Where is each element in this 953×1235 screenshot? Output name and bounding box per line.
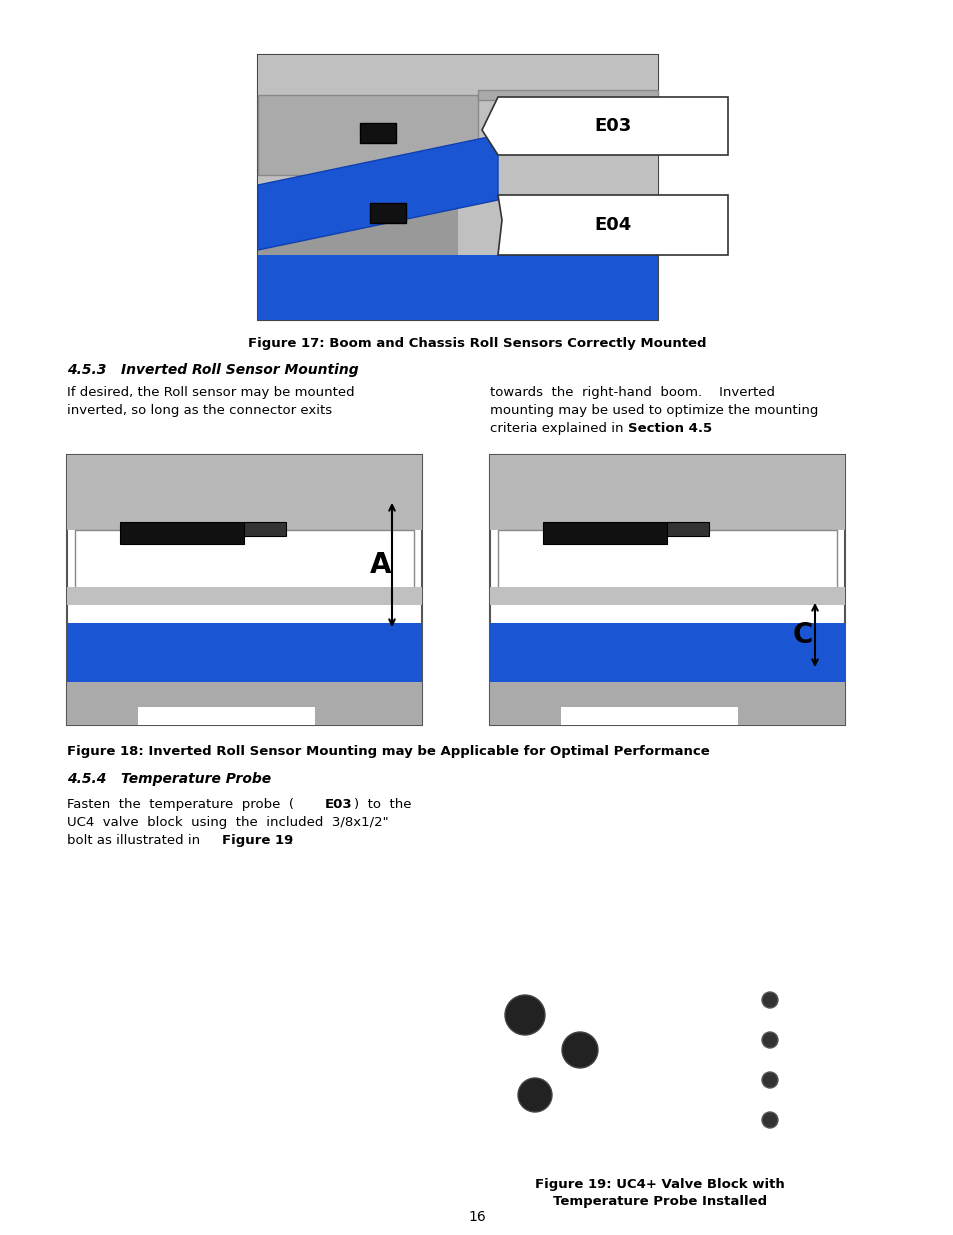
FancyBboxPatch shape [370,203,406,224]
FancyBboxPatch shape [138,706,314,725]
FancyBboxPatch shape [490,622,844,682]
Circle shape [504,995,544,1035]
FancyBboxPatch shape [560,706,738,725]
FancyBboxPatch shape [67,587,421,605]
Text: Figure 18: Inverted Roll Sensor Mounting may be Applicable for Optimal Performan: Figure 18: Inverted Roll Sensor Mounting… [67,745,709,758]
FancyBboxPatch shape [490,454,844,530]
Text: Figure 19: Figure 19 [222,834,293,847]
Text: .: . [289,834,293,847]
FancyBboxPatch shape [67,622,421,682]
FancyBboxPatch shape [490,454,844,725]
Text: UC4  valve  block  using  the  included  3/8x1/2": UC4 valve block using the included 3/8x1… [67,816,388,829]
Text: Section 4.5: Section 4.5 [627,422,711,435]
FancyBboxPatch shape [257,188,457,320]
FancyBboxPatch shape [490,800,829,1160]
FancyBboxPatch shape [67,682,421,725]
FancyBboxPatch shape [67,454,421,725]
FancyBboxPatch shape [490,587,844,605]
Text: .: . [692,422,697,435]
FancyBboxPatch shape [257,56,658,320]
Text: C: C [792,621,813,650]
FancyBboxPatch shape [477,90,658,100]
FancyBboxPatch shape [497,530,836,597]
FancyBboxPatch shape [67,454,421,530]
Text: Figure 17: Boom and Chassis Roll Sensors Correctly Mounted: Figure 17: Boom and Chassis Roll Sensors… [248,337,705,350]
Text: bolt as illustrated in: bolt as illustrated in [67,834,204,847]
Text: )  to  the: ) to the [354,798,411,811]
Text: E03: E03 [594,117,631,135]
Text: Figure 19: UC4+ Valve Block with: Figure 19: UC4+ Valve Block with [535,1178,784,1191]
Polygon shape [257,135,497,249]
Polygon shape [481,98,727,156]
Circle shape [761,1112,778,1128]
Circle shape [761,1072,778,1088]
Text: criteria explained in: criteria explained in [490,422,627,435]
Text: towards  the  right-hand  boom.    Inverted: towards the right-hand boom. Inverted [490,387,774,399]
Text: 4.5.3   Inverted Roll Sensor Mounting: 4.5.3 Inverted Roll Sensor Mounting [67,363,358,377]
FancyBboxPatch shape [75,530,414,597]
Circle shape [761,1032,778,1049]
Text: 16: 16 [468,1210,485,1224]
FancyBboxPatch shape [257,254,658,320]
FancyBboxPatch shape [359,124,395,143]
FancyBboxPatch shape [666,522,708,536]
Text: 4.5.4   Temperature Probe: 4.5.4 Temperature Probe [67,772,271,785]
FancyBboxPatch shape [257,56,658,320]
Text: E04: E04 [594,216,631,233]
Text: If desired, the Roll sensor may be mounted: If desired, the Roll sensor may be mount… [67,387,355,399]
Polygon shape [497,195,727,254]
Circle shape [561,1032,598,1068]
Text: Temperature Probe Installed: Temperature Probe Installed [553,1195,766,1208]
FancyBboxPatch shape [244,522,286,536]
FancyBboxPatch shape [490,682,844,725]
Text: E03: E03 [325,798,353,811]
Circle shape [517,1078,552,1112]
Text: mounting may be used to optimize the mounting: mounting may be used to optimize the mou… [490,404,818,417]
Polygon shape [257,95,477,175]
FancyBboxPatch shape [542,522,666,543]
Text: Fasten  the  temperature  probe  (: Fasten the temperature probe ( [67,798,294,811]
Text: inverted, so long as the connector exits: inverted, so long as the connector exits [67,404,332,417]
FancyBboxPatch shape [120,522,244,543]
Circle shape [761,992,778,1008]
Text: A: A [370,551,391,579]
